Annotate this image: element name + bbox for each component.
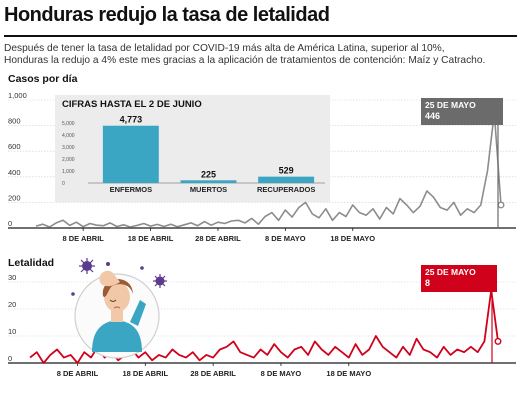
inset-value-label: 225 [201,169,216,179]
callout-date: 25 DE MAYO [425,267,476,277]
virus-dot [71,292,75,296]
series-line [35,112,502,228]
callout-box [421,265,497,292]
sick-person-illustration [71,258,167,359]
x-tick-label: 18 DE ABRIL [128,234,174,243]
y-tick-label: 400 [8,168,21,177]
highlight-point [497,201,505,209]
inset-category-label: RECUPERADOS [257,185,315,194]
y-tick-label: 600 [8,142,21,151]
person-arm [130,300,146,326]
inset-bar [258,176,315,183]
inset-y-tick-label: 4,000 [62,133,75,139]
page-title: Honduras redujo la tasa de letalidad [4,4,330,26]
x-tick-label: 8 DE MAYO [261,369,302,378]
inset-category-label: ENFERMOS [110,185,153,194]
inset-y-tick-label: 1,000 [62,169,75,175]
y-tick-label: 1,000 [8,91,27,100]
subtitle: Después de tener la tasa de letalidad po… [4,43,519,67]
y-tick-label: 30 [8,273,16,282]
virus-icon-group [71,258,167,296]
virus-icon [79,258,95,274]
virus-dot [106,262,110,266]
inset-background [55,95,330,202]
x-tick-label: 18 DE MAYO [326,369,371,378]
inset-y-tick-label: 0 [62,181,65,187]
inset-value-label: 529 [279,166,294,176]
y-tick-label: 0 [8,354,12,363]
virus-icon [153,274,167,288]
person-eyes [109,299,117,302]
inset-bar-chart: CIFRAS HASTA EL 2 DE JUNIO 5,000 4,000 3,0… [55,95,330,202]
inset-bar [180,180,237,183]
person-shirt [92,320,142,352]
callout-box [421,98,503,125]
callout-date: 25 DE MAYO [425,100,476,110]
inset-category-label: MUERTOS [190,185,227,194]
x-tick-label: 18 DE ABRIL [123,369,169,378]
y-tick-label: 10 [8,327,16,336]
cases-chart-title: Casos por día [8,73,78,85]
lethality-chart-title: Letalidad [8,257,55,269]
person-face [104,282,130,312]
inset-y-tick-label: 3,000 [62,145,75,151]
x-tick-label: 8 DE ABRIL [57,369,99,378]
inset-y-tick-label: 5,000 [62,121,75,127]
inset-bar [102,125,159,183]
x-tick-label: 8 DE MAYO [265,234,306,243]
x-tick-label: 18 DE MAYO [330,234,375,243]
x-tick-label: 28 DE ABRIL [190,369,236,378]
subtitle-line-2: Honduras la redujo a 4% este mes gracias… [4,55,486,66]
y-tick-label: 800 [8,117,21,126]
highlight-point [494,337,502,345]
y-tick-label: 20 [8,300,16,309]
person-hand [99,270,120,287]
x-tick-label: 8 DE ABRIL [62,234,104,243]
person-mouth [113,306,121,309]
callout-value: 8 [425,278,430,288]
subtitle-line-1: Después de tener la tasa de letalidad po… [4,43,445,54]
inset-value-label: 4,773 [120,115,143,125]
x-tick-label: 28 DE ABRIL [195,234,241,243]
inset-title: CIFRAS HASTA EL 2 DE JUNIO [62,99,202,110]
inset-y-tick-label: 2,000 [62,157,75,163]
callout-value: 446 [425,111,440,121]
virus-dot [140,266,144,270]
y-tick-label: 200 [8,193,21,202]
y-tick-label: 0 [8,219,12,228]
